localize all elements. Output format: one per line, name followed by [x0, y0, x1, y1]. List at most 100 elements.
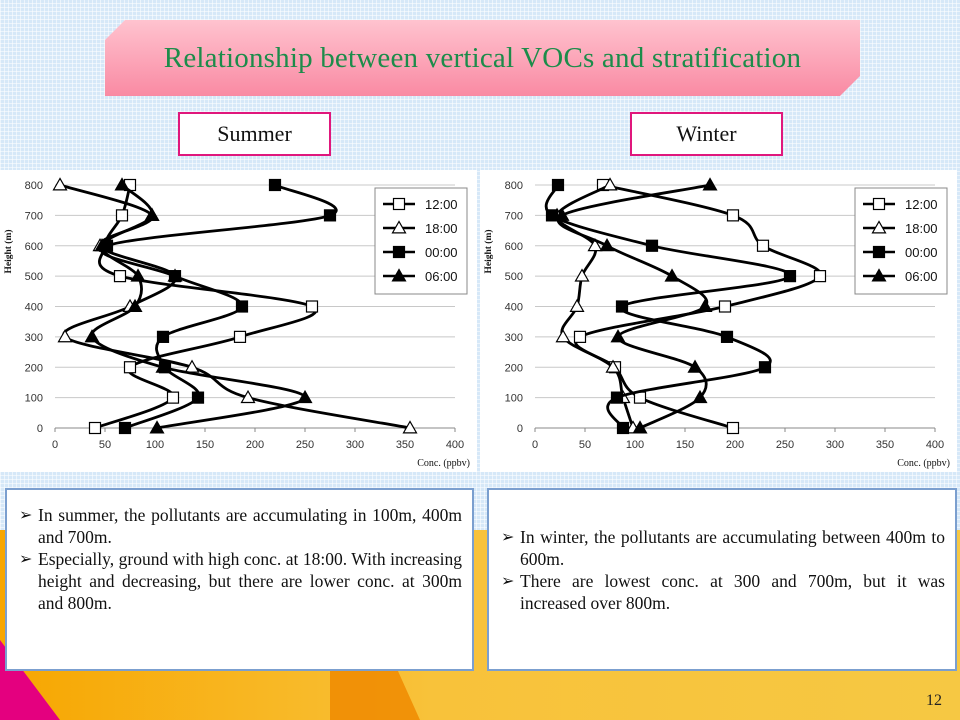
y-tick-label: 0 — [517, 423, 523, 435]
legend-marker — [871, 220, 887, 234]
data-point — [555, 329, 571, 343]
x-tick-label: 150 — [196, 439, 214, 451]
y-tick-label: 100 — [505, 393, 523, 405]
data-point — [297, 389, 313, 404]
data-point — [88, 421, 102, 435]
series-line — [100, 183, 338, 430]
y-tick-label: 800 — [25, 180, 43, 192]
data-point — [599, 238, 615, 252]
series-0600 — [84, 177, 313, 434]
data-point — [632, 420, 648, 434]
data-point — [756, 239, 770, 252]
winter-chart: 0 100 200 300 400 500 600 700 800 0 50 100 150 200 250… — [480, 170, 957, 472]
summer-chart: 0 100 200 300 400 500 600 700 800 0 50 100 150 200 250… — [0, 170, 477, 472]
legend-label: 18:00 — [905, 221, 938, 236]
data-point — [144, 207, 160, 221]
data-point — [726, 209, 740, 222]
x-tick-label: 100 — [146, 439, 164, 451]
x-tick-label: 350 — [396, 439, 414, 451]
data-point — [191, 391, 205, 404]
x-tick-label: 200 — [246, 439, 264, 451]
series-0000 — [544, 178, 797, 435]
data-point — [720, 330, 734, 343]
data-point — [268, 178, 282, 192]
winter-label: Winter — [630, 112, 783, 156]
data-point — [758, 361, 772, 374]
data-point — [240, 389, 256, 404]
y-tick-label: 200 — [505, 362, 523, 374]
legend-label: 06:00 — [425, 269, 458, 284]
summer-note: Especially, ground with high conc. at 18… — [19, 548, 462, 614]
data-point — [602, 177, 618, 191]
x-axis-label: Conc. (ppbv) — [897, 458, 950, 469]
y-tick-label: 700 — [505, 210, 523, 222]
legend-label: 06:00 — [905, 269, 938, 284]
x-tick-label: 50 — [99, 439, 111, 451]
data-point — [127, 298, 143, 312]
y-tick-label: 500 — [25, 271, 43, 283]
legend-label: 00:00 — [905, 245, 938, 260]
y-tick-label: 400 — [25, 302, 43, 314]
y-tick-label: 700 — [25, 210, 43, 222]
data-point — [149, 420, 165, 434]
title-banner: Relationship between vertical VOCs and s… — [105, 20, 860, 96]
data-point — [84, 329, 100, 343]
data-point — [402, 420, 418, 434]
legend-marker — [391, 220, 407, 234]
x-tick-label: 300 — [826, 439, 844, 451]
winter-note: In winter, the pollutants are accumulati… — [501, 526, 945, 570]
data-point — [605, 359, 621, 373]
legend-marker — [391, 268, 407, 282]
legend-marker — [872, 245, 886, 259]
y-tick-label: 500 — [505, 271, 523, 283]
data-point — [551, 178, 565, 192]
data-point — [166, 391, 180, 404]
x-tick-label: 150 — [676, 439, 694, 451]
page-number: 12 — [926, 692, 942, 709]
winter-notes-box: In winter, the pollutants are accumulati… — [487, 488, 957, 671]
data-point — [574, 268, 590, 282]
y-tick-label: 100 — [25, 393, 43, 405]
x-tick-label: 0 — [532, 439, 538, 451]
data-point — [573, 330, 587, 343]
x-tick-label: 400 — [926, 439, 944, 451]
x-tick-label: 200 — [726, 439, 744, 451]
legend-label: 18:00 — [425, 221, 458, 236]
data-point — [687, 359, 703, 373]
legend-marker — [871, 268, 887, 282]
y-tick-label: 300 — [505, 332, 523, 344]
legend-label: 12:00 — [425, 197, 458, 212]
data-point — [305, 300, 319, 313]
data-point — [610, 329, 626, 343]
x-tick-label: 300 — [346, 439, 364, 451]
data-point — [692, 389, 708, 404]
data-point — [114, 177, 130, 191]
y-tick-label: 600 — [25, 241, 43, 253]
data-point — [545, 209, 559, 222]
data-point — [155, 359, 171, 373]
data-point — [697, 298, 713, 312]
data-point — [233, 330, 247, 343]
data-point — [664, 268, 680, 282]
x-tick-label: 100 — [626, 439, 644, 451]
summer-note: In summer, the pollutants are accumulati… — [19, 504, 462, 548]
x-tick-label: 400 — [446, 439, 464, 451]
data-point — [235, 300, 249, 313]
legend-marker — [872, 197, 886, 211]
x-tick-label: 250 — [776, 439, 794, 451]
data-point — [156, 330, 170, 343]
data-point — [718, 300, 732, 313]
y-tick-label: 300 — [25, 332, 43, 344]
data-point — [645, 239, 659, 252]
legend-marker — [392, 245, 406, 259]
series-1200 — [88, 178, 319, 435]
data-point — [783, 270, 797, 283]
data-point — [168, 270, 182, 283]
data-point — [113, 270, 127, 283]
data-point — [587, 238, 603, 252]
series-0600 — [554, 177, 718, 434]
legend-label: 12:00 — [905, 197, 938, 212]
data-point — [52, 177, 68, 191]
summer-label: Summer — [178, 112, 331, 156]
y-tick-label: 600 — [505, 241, 523, 253]
